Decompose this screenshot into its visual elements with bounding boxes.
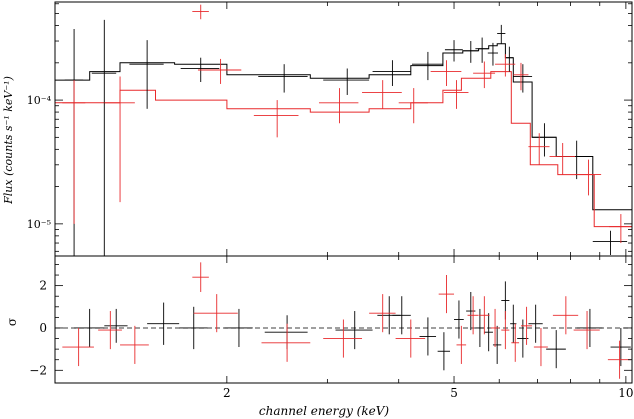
residual-point-s2-9: [395, 319, 426, 358]
spectrum-point-s2-7: [362, 80, 402, 109]
residual-point-s2-4: [192, 262, 209, 292]
residual-point-s1-5: [224, 308, 253, 348]
x-tick-label-5: 5: [450, 386, 458, 400]
spectrum-point-s1-7: [372, 60, 411, 86]
top-y-tick-label-1: 10⁻⁴: [27, 94, 52, 107]
residual-point-s1-23: [610, 327, 631, 367]
spectrum-point-s2-5: [253, 100, 299, 138]
spectrum-point-s2-17: [609, 214, 632, 244]
res-y-tick-label-2: 0: [39, 321, 47, 335]
residual-point-s2-10: [438, 275, 455, 314]
spectrum-point-s1-9: [444, 40, 463, 62]
residual-point-s1-15: [484, 313, 493, 352]
spectrum-point-s1-18: [592, 230, 628, 256]
residual-point-s2-20: [573, 311, 600, 350]
residual-point-s2-1: [62, 327, 94, 367]
residual-point-s2-11: [456, 325, 467, 364]
residual-point-s2-17: [520, 306, 533, 345]
model-step-series-1: [55, 43, 632, 211]
residual-point-s1-22: [576, 308, 603, 348]
top-panel-frame: [54, 1, 633, 257]
residual-point-s2-3: [120, 325, 149, 364]
spectrum-point-s1-14: [505, 46, 514, 72]
spectrum-point-s2-6: [318, 88, 359, 124]
res-y-tick-label-1: 2: [39, 279, 47, 293]
residual-point-s1-7: [335, 311, 373, 350]
spectrum-point-s2-1: [62, 80, 86, 224]
residual-point-s2-15: [501, 311, 510, 350]
x-tick-label-2: 2: [223, 386, 231, 400]
spectrum-point-s2-10: [443, 80, 469, 109]
residual-point-s2-7: [323, 319, 363, 358]
spectrum-point-s1-5: [258, 64, 308, 93]
residual-point-s2-21: [607, 340, 631, 379]
residual-point-s2-6: [261, 323, 311, 362]
spectrum-point-s2-2: [104, 76, 135, 203]
top-panel-y-label: Flux (counts s⁻¹ keV⁻¹): [2, 76, 15, 205]
residual-point-s1-21: [546, 330, 566, 369]
residual-point-s1-11: [437, 332, 451, 371]
spectrum-point-s1-2: [91, 19, 117, 256]
residual-point-s2-8: [369, 294, 396, 333]
spectrum-point-s1-8: [411, 51, 443, 81]
residual-point-s2-16: [511, 323, 520, 362]
model-steps: [55, 43, 632, 228]
top-y-tick-label-2: 10⁻⁵: [27, 218, 51, 231]
axis-ticks: [54, 2, 632, 383]
spectrum-point-s1-10: [463, 41, 479, 63]
residual-point-s2-5: [193, 294, 238, 333]
spectrum-point-s2-8: [398, 88, 428, 124]
spectrum-point-s2-3: [192, 4, 209, 20]
residual-point-s1-13: [466, 291, 476, 331]
spectrum-point-s1-12: [487, 42, 498, 66]
spectrum-point-s2-4: [197, 58, 242, 84]
spectrum-point-s2-12: [495, 54, 516, 77]
residual-point-s2-2: [98, 311, 122, 350]
residual-point-s2-19: [552, 296, 579, 335]
residual-point-s2-18: [533, 327, 548, 367]
spectrum-point-s1-6: [323, 68, 370, 95]
spectrum-point-s2-16: [575, 159, 602, 196]
spectrum-point-s2-13: [513, 62, 529, 91]
res-y-tick-label-3: −2: [29, 363, 47, 377]
model-step-series-2: [55, 71, 632, 228]
residual-point-s1-10: [419, 317, 437, 356]
residual-point-s1-3: [147, 302, 180, 345]
data-points: [62, 4, 632, 379]
residual-point-s2-14: [490, 308, 500, 348]
spectrum-point-s2-9: [430, 60, 462, 86]
x-tick-label-10: 10: [618, 386, 633, 400]
residual-panel-frame: [54, 255, 633, 384]
spectrum-point-s2-15: [549, 143, 576, 175]
residual-panel-y-label: σ: [5, 318, 19, 326]
residual-point-s1-1: [74, 308, 105, 348]
residual-point-s1-4: [179, 306, 208, 350]
residual-point-s1-16: [492, 325, 502, 364]
residual-point-s1-14: [475, 308, 485, 348]
spectrum-point-s1-16: [532, 123, 557, 157]
residual-point-s2-12: [467, 296, 479, 335]
spectrum-point-s1-3: [129, 40, 164, 109]
residual-point-s2-13: [479, 296, 490, 335]
spectrum-point-s1-17: [559, 140, 593, 180]
plot-frames: [54, 1, 633, 384]
spectrum-point-s2-11: [473, 61, 496, 89]
spectrum-point-s1-15: [513, 64, 533, 93]
x-axis-label: channel energy (keV): [259, 404, 389, 418]
residual-point-s1-2: [104, 308, 128, 343]
spectrum-point-s1-13: [497, 24, 506, 44]
spectrum-point-s1-11: [475, 37, 489, 63]
residual-point-s1-20: [528, 304, 543, 343]
spectrum-point-s2-14: [528, 133, 550, 165]
residual-point-s1-6: [264, 315, 308, 350]
residual-point-s1-12: [454, 300, 464, 339]
tick-labels: 2 5 10 10⁻⁴ 10⁻⁵ 2 0 −2: [27, 94, 634, 400]
residual-point-s1-9: [392, 296, 411, 335]
